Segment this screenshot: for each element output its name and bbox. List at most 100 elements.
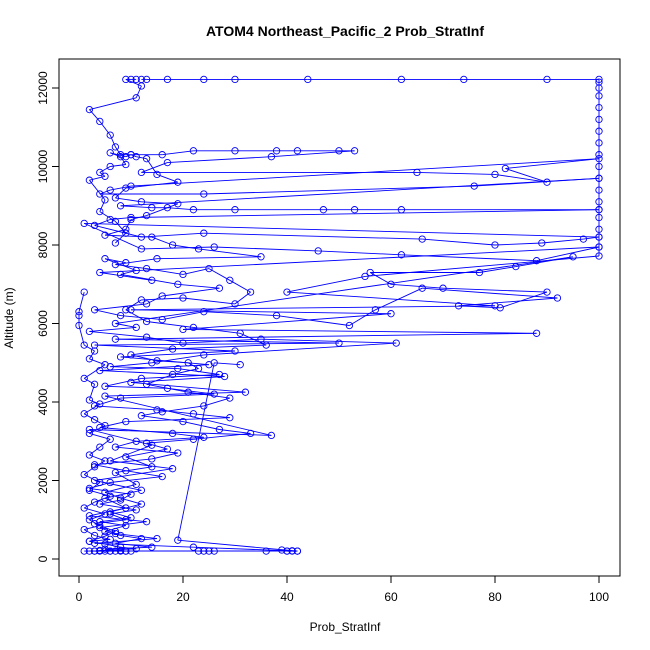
data-point	[127, 378, 135, 387]
series-line-segment	[162, 287, 220, 297]
series-line-segment	[125, 78, 142, 87]
data-point	[111, 335, 120, 343]
series-line-segment	[89, 513, 106, 521]
data-point	[106, 149, 114, 157]
series-line-segment	[125, 456, 152, 468]
series-line-segment	[203, 311, 277, 317]
data-point	[226, 394, 234, 402]
series-line-segment	[83, 529, 95, 536]
series-line-segment	[146, 321, 194, 328]
data-point	[153, 357, 161, 365]
series-line-segment	[276, 315, 350, 326]
series-line-segment	[99, 521, 147, 529]
data-point	[215, 425, 224, 434]
y-tick-label: 12000	[36, 71, 50, 105]
data-point	[210, 243, 218, 251]
series-line-segment	[146, 203, 178, 217]
data-point	[85, 355, 94, 363]
series-2	[80, 75, 603, 284]
data-point	[127, 182, 135, 190]
series-line-segment	[89, 179, 106, 201]
data-point	[101, 361, 109, 369]
data-point	[236, 361, 244, 369]
series-line-segment	[130, 305, 496, 311]
series-line-segment	[136, 436, 204, 442]
series-line-segment	[188, 391, 230, 399]
series-line-segment	[88, 384, 96, 401]
data-point	[106, 508, 114, 516]
series-line-segment	[172, 244, 199, 250]
data-point	[132, 75, 140, 84]
series-line-segment	[94, 480, 142, 491]
data-point	[179, 417, 187, 426]
series-line-segment	[115, 533, 158, 540]
data-point	[96, 500, 104, 508]
data-point	[137, 168, 146, 177]
series-line-segment	[115, 221, 127, 234]
data-point	[215, 370, 224, 379]
series-line-segment	[167, 207, 194, 211]
data-point	[101, 540, 109, 548]
data-point	[163, 384, 172, 392]
series-line-segment	[120, 273, 178, 285]
series-line-segment	[115, 538, 142, 544]
data-point	[85, 105, 94, 114]
data-point	[101, 382, 109, 390]
data-point	[80, 410, 88, 418]
series-line-segment	[89, 358, 106, 366]
data-point	[470, 182, 478, 190]
data-point	[179, 294, 187, 302]
series-line-segment	[104, 531, 121, 536]
series-line-segment	[167, 156, 272, 164]
data-point	[85, 425, 94, 434]
data-point	[210, 390, 218, 398]
data-point	[153, 534, 161, 543]
data-point	[491, 170, 499, 179]
data-point	[106, 457, 114, 465]
data-point	[75, 311, 83, 320]
data-point	[200, 190, 208, 198]
data-point	[111, 194, 120, 202]
series-line-segment	[177, 539, 298, 552]
data-point	[116, 394, 125, 402]
data-point	[96, 117, 104, 126]
series-line-segment	[125, 417, 230, 423]
data-point	[262, 547, 270, 555]
series-line-segment	[479, 266, 516, 273]
data-point	[80, 525, 88, 534]
data-point	[122, 417, 130, 426]
series-line-segment	[89, 429, 152, 446]
data-point	[226, 276, 234, 284]
data-point	[106, 215, 114, 224]
series-line-segment	[110, 503, 142, 513]
data-point	[236, 329, 244, 337]
data-point	[116, 531, 125, 540]
series-line-segment	[130, 215, 147, 220]
data-point	[90, 476, 99, 485]
data-point	[116, 153, 125, 161]
data-point	[122, 547, 130, 555]
data-point	[137, 534, 146, 543]
x-axis-label: Prob_StratInf	[310, 620, 381, 634]
data-point	[194, 245, 203, 253]
series-line-segment	[162, 150, 194, 156]
series-line-segment	[198, 248, 262, 258]
x-tick-label: 80	[488, 590, 502, 604]
data-point	[96, 423, 104, 432]
series-line-segment	[375, 287, 423, 311]
series-line-segment	[156, 256, 262, 260]
series-line-segment	[494, 242, 542, 246]
series-line-segment	[120, 156, 127, 165]
data-point	[174, 178, 182, 186]
series-line-segment	[281, 549, 293, 552]
data-point	[454, 302, 463, 310]
data-point	[200, 351, 208, 359]
series-line-segment	[94, 405, 158, 411]
series-line-segment	[115, 187, 127, 199]
chart-title: ATOM4 Northeast_Pacific_2 Prob_StratInf	[206, 23, 484, 39]
data-point	[543, 288, 551, 296]
series-line-segment	[422, 238, 496, 246]
series-line-segment	[182, 297, 236, 305]
data-point	[350, 147, 359, 155]
